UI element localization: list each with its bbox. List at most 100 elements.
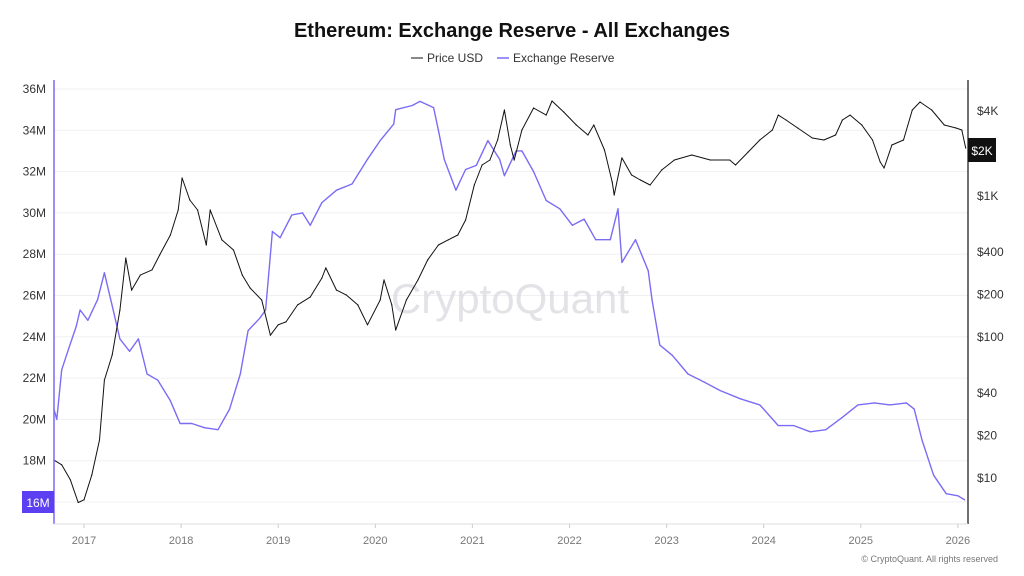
price-point bbox=[771, 129, 774, 131]
price-point bbox=[943, 124, 945, 126]
price-point bbox=[473, 184, 475, 186]
reserve-point bbox=[647, 270, 649, 272]
price-point bbox=[611, 181, 613, 183]
reserve-point bbox=[793, 424, 795, 427]
left-tick-label: 32M bbox=[23, 165, 46, 179]
price-point bbox=[447, 239, 449, 241]
reserve-point bbox=[634, 239, 637, 241]
reserve-point bbox=[79, 309, 81, 311]
price-point bbox=[691, 154, 693, 156]
reserve-point bbox=[67, 348, 70, 350]
x-tick-label: 2019 bbox=[266, 535, 290, 547]
reserve-point bbox=[873, 402, 875, 404]
reserve-point bbox=[157, 379, 159, 381]
reserve-point bbox=[191, 422, 193, 425]
price-point bbox=[489, 159, 491, 161]
reserve-point bbox=[475, 164, 477, 167]
legend-price-label[interactable]: Price USD bbox=[427, 51, 483, 65]
price-point bbox=[563, 111, 565, 113]
price-point bbox=[221, 239, 223, 241]
price-point bbox=[249, 287, 251, 289]
price-point bbox=[335, 289, 338, 291]
reserve-point bbox=[913, 408, 915, 410]
reserve-point bbox=[498, 158, 501, 160]
reserve-point bbox=[651, 299, 653, 301]
price-point bbox=[879, 161, 881, 163]
right-tick-label: $40 bbox=[977, 386, 997, 400]
reserve-point bbox=[595, 239, 597, 241]
reserve-point bbox=[179, 422, 181, 425]
reserve-point bbox=[621, 261, 623, 264]
legend-reserve-label[interactable]: Exchange Reserve bbox=[513, 51, 615, 65]
price-point bbox=[325, 267, 327, 269]
reserve-point bbox=[411, 104, 413, 107]
price-point bbox=[532, 107, 535, 109]
reserve-point bbox=[583, 218, 585, 220]
reserve-point bbox=[945, 493, 947, 495]
price-point bbox=[931, 109, 933, 111]
price-point bbox=[834, 134, 837, 136]
price-point bbox=[883, 167, 885, 169]
price-point bbox=[437, 244, 440, 246]
right-tick-label: $20 bbox=[977, 429, 997, 443]
reserve-point bbox=[239, 373, 241, 375]
price-point bbox=[261, 299, 263, 301]
exchange-reserve-series bbox=[53, 100, 966, 501]
price-point bbox=[139, 274, 141, 276]
reserve-point bbox=[487, 140, 489, 142]
price-point bbox=[621, 157, 623, 159]
x-tick-label: 2025 bbox=[849, 535, 873, 547]
left-axis-ticks: 36M 34M 32M 30M 28M 26M 24M 22M 20M 18M bbox=[23, 82, 46, 468]
price-point bbox=[69, 479, 72, 481]
price-point bbox=[241, 274, 243, 276]
reserve-point bbox=[687, 373, 689, 375]
right-tick-label: $1K bbox=[977, 189, 998, 203]
price-point bbox=[383, 279, 385, 281]
price-point bbox=[797, 127, 799, 129]
series-layer bbox=[53, 100, 967, 504]
reserve-point bbox=[217, 429, 219, 431]
reserve-point bbox=[455, 189, 457, 191]
price-point bbox=[575, 124, 577, 126]
reserve-point bbox=[957, 495, 959, 497]
right-axis-ticks: $4K $1K $400 $200 $100 $40 $20 $10 bbox=[977, 104, 1004, 485]
price-point bbox=[91, 474, 93, 476]
price-point bbox=[269, 334, 272, 336]
reserve-point bbox=[137, 338, 139, 340]
price-point bbox=[103, 379, 105, 381]
price-point bbox=[181, 177, 183, 179]
price-point bbox=[417, 279, 419, 281]
price-point bbox=[673, 159, 675, 161]
x-tick-label: 2023 bbox=[654, 535, 678, 547]
reserve-point bbox=[103, 272, 105, 274]
price-point bbox=[345, 294, 347, 296]
left-current-value-marker: 16M bbox=[22, 491, 54, 513]
price-point bbox=[902, 139, 905, 141]
chart-title: Ethereum: Exchange Reserve - All Exchang… bbox=[294, 20, 730, 42]
reserve-point bbox=[777, 424, 779, 427]
price-point bbox=[159, 254, 161, 256]
reserve-point bbox=[809, 431, 811, 433]
left-tick-label: 34M bbox=[23, 123, 46, 137]
reserve-point bbox=[129, 350, 131, 352]
reserve-point bbox=[366, 158, 369, 160]
legend[interactable]: Price USD Exchange Reserve bbox=[411, 51, 615, 65]
right-tick-label: $4K bbox=[977, 104, 998, 118]
reserve-point bbox=[559, 208, 561, 210]
price-point bbox=[177, 209, 179, 211]
reserve-point bbox=[889, 404, 891, 406]
x-tick-label: 2020 bbox=[363, 535, 387, 547]
reserve-point bbox=[395, 109, 397, 111]
reserve-point bbox=[335, 189, 338, 191]
price-point bbox=[481, 164, 483, 166]
reserve-point bbox=[379, 140, 381, 142]
reserve-point bbox=[119, 338, 121, 340]
reserve-point bbox=[921, 439, 923, 441]
price-point bbox=[911, 109, 913, 111]
left-tick-label: 24M bbox=[23, 330, 46, 344]
reserve-point bbox=[739, 398, 741, 400]
price-point bbox=[587, 134, 589, 136]
price-point bbox=[457, 234, 459, 236]
reserve-point bbox=[933, 474, 935, 476]
price-point bbox=[747, 151, 749, 153]
